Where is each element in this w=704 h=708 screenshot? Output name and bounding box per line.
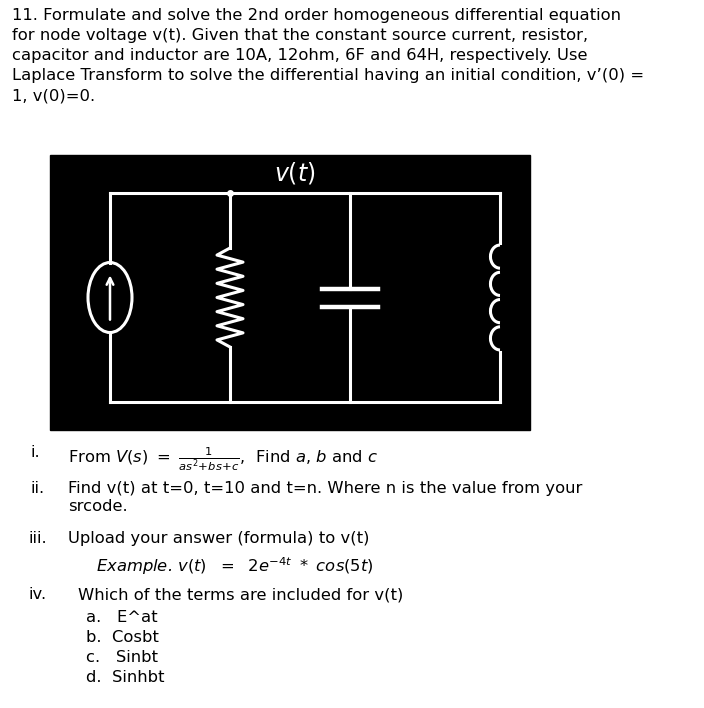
Text: Which of the terms are included for v(t): Which of the terms are included for v(t)	[78, 587, 403, 602]
Text: iii.: iii.	[28, 531, 46, 546]
Text: i.: i.	[30, 445, 39, 460]
Text: $v(t)$: $v(t)$	[275, 160, 316, 186]
Text: iv.: iv.	[28, 587, 46, 602]
Text: 11. Formulate and solve the 2nd order homogeneous differential equation
for node: 11. Formulate and solve the 2nd order ho…	[12, 8, 644, 103]
Text: a.   E^at: a. E^at	[86, 610, 158, 625]
Text: d.  Sinhbt: d. Sinhbt	[86, 670, 165, 685]
Text: From $V(s)\ =\ \frac{1}{as^{2}\!+\!bs\!+\!c}$,  Find $a$, $b$ and $c$: From $V(s)\ =\ \frac{1}{as^{2}\!+\!bs\!+…	[68, 445, 378, 473]
Text: b.  Cosbt: b. Cosbt	[86, 630, 159, 645]
Text: Upload your answer (formula) to v(t): Upload your answer (formula) to v(t)	[68, 531, 370, 546]
Text: Example. $v(t)\ \ =\ \ 2e^{-4t}\ *\ cos(5t)$: Example. $v(t)\ \ =\ \ 2e^{-4t}\ *\ cos(…	[96, 555, 374, 577]
Text: c.   Sinbt: c. Sinbt	[86, 650, 158, 665]
Text: srcode.: srcode.	[68, 499, 127, 514]
Bar	[50, 155, 530, 430]
Text: ii.: ii.	[30, 481, 44, 496]
Text: Find v(t) at t=0, t=10 and t=n. Where n is the value from your: Find v(t) at t=0, t=10 and t=n. Where n …	[68, 481, 582, 496]
